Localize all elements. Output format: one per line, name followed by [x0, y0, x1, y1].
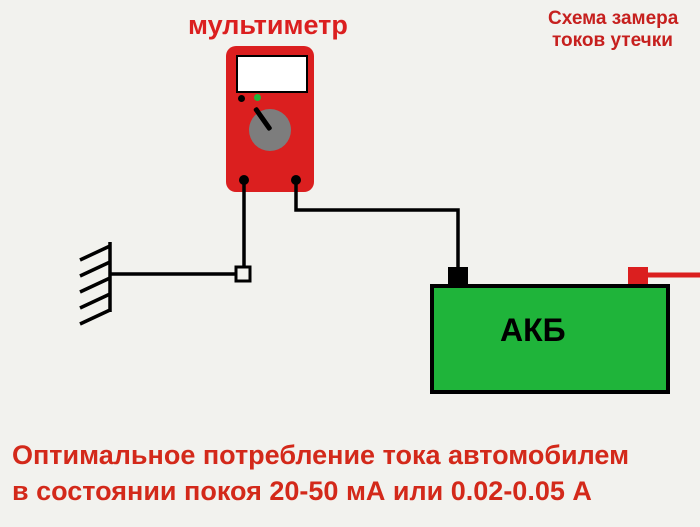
multimeter-btn-1 — [238, 95, 245, 102]
label-scheme-line2: токов утечки — [552, 30, 673, 52]
bottom-text-line2: в состоянии покоя 20-50 мА или 0.02-0.05… — [12, 476, 592, 507]
label-scheme-line1: Схема замера — [548, 8, 678, 30]
ground-node-box — [236, 267, 250, 281]
label-multimeter: мультиметр — [188, 10, 348, 41]
probe-left — [239, 175, 249, 185]
ground-spike-2 — [80, 262, 110, 276]
diagram-stage: мультиметр Схема замера токов утечки АКБ — [0, 0, 700, 527]
battery-pos-terminal — [628, 267, 648, 284]
ground-spike-4 — [80, 294, 110, 308]
ground-spike-1 — [80, 246, 110, 260]
probe-right — [291, 175, 301, 185]
wire-right-probe — [296, 184, 458, 268]
bottom-text-line1: Оптимальное потребление тока автомобилем — [12, 440, 629, 471]
battery-label: АКБ — [500, 312, 566, 349]
ground-spike-3 — [80, 278, 110, 292]
battery-neg-terminal — [448, 267, 468, 284]
multimeter-screen — [236, 55, 308, 93]
multimeter-btn-2 — [254, 94, 261, 101]
ground-spike-5 — [80, 310, 110, 324]
